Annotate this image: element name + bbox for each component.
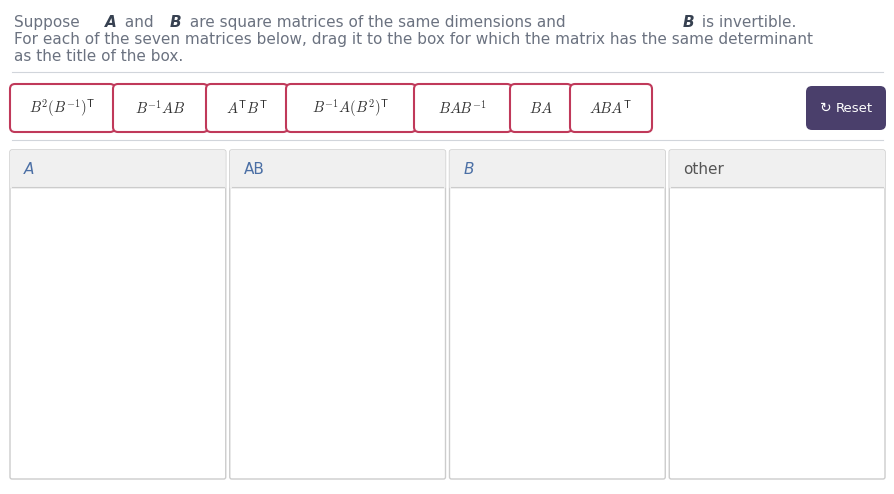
Text: ↻: ↻ xyxy=(819,101,831,115)
Text: other: other xyxy=(682,162,723,177)
Text: $ABA^{\mathsf{T}}$: $ABA^{\mathsf{T}}$ xyxy=(588,99,632,117)
FancyBboxPatch shape xyxy=(230,150,445,189)
Text: B: B xyxy=(463,162,474,177)
FancyBboxPatch shape xyxy=(669,150,884,479)
FancyBboxPatch shape xyxy=(10,84,114,132)
Text: as the title of the box.: as the title of the box. xyxy=(14,49,183,64)
Text: A: A xyxy=(105,15,117,30)
FancyBboxPatch shape xyxy=(10,150,225,479)
Bar xyxy=(451,177,662,187)
Text: A: A xyxy=(24,162,34,177)
Bar xyxy=(232,177,443,187)
FancyBboxPatch shape xyxy=(510,84,571,132)
Text: $B^{-1}AB$: $B^{-1}AB$ xyxy=(135,99,186,117)
FancyBboxPatch shape xyxy=(206,84,288,132)
Text: Reset: Reset xyxy=(835,101,873,115)
Text: For each of the seven matrices below, drag it to the box for which the matrix ha: For each of the seven matrices below, dr… xyxy=(14,32,812,47)
Text: $BAB^{-1}$: $BAB^{-1}$ xyxy=(438,99,487,117)
FancyBboxPatch shape xyxy=(569,84,651,132)
FancyBboxPatch shape xyxy=(449,150,664,479)
FancyBboxPatch shape xyxy=(10,150,225,189)
FancyBboxPatch shape xyxy=(805,86,885,130)
Text: $B^{-1}A(B^2)^{\mathsf{T}}$: $B^{-1}A(B^2)^{\mathsf{T}}$ xyxy=(312,97,389,119)
Text: $BA$: $BA$ xyxy=(528,100,552,116)
Text: Suppose: Suppose xyxy=(14,15,85,30)
Text: and: and xyxy=(120,15,158,30)
FancyBboxPatch shape xyxy=(414,84,511,132)
Text: $B^2(B^{-1})^{\mathsf{T}}$: $B^2(B^{-1})^{\mathsf{T}}$ xyxy=(30,97,96,119)
FancyBboxPatch shape xyxy=(669,150,884,189)
Text: AB: AB xyxy=(243,162,265,177)
FancyBboxPatch shape xyxy=(449,150,664,189)
FancyBboxPatch shape xyxy=(113,84,207,132)
Text: B: B xyxy=(170,15,181,30)
Text: $A^{\mathsf{T}}B^{\mathsf{T}}$: $A^{\mathsf{T}}B^{\mathsf{T}}$ xyxy=(225,99,268,117)
Text: is invertible.: is invertible. xyxy=(696,15,796,30)
Text: B: B xyxy=(681,15,693,30)
FancyBboxPatch shape xyxy=(286,84,416,132)
Text: are square matrices of the same dimensions and: are square matrices of the same dimensio… xyxy=(185,15,569,30)
Bar xyxy=(12,177,224,187)
Bar xyxy=(670,177,882,187)
FancyBboxPatch shape xyxy=(230,150,445,479)
